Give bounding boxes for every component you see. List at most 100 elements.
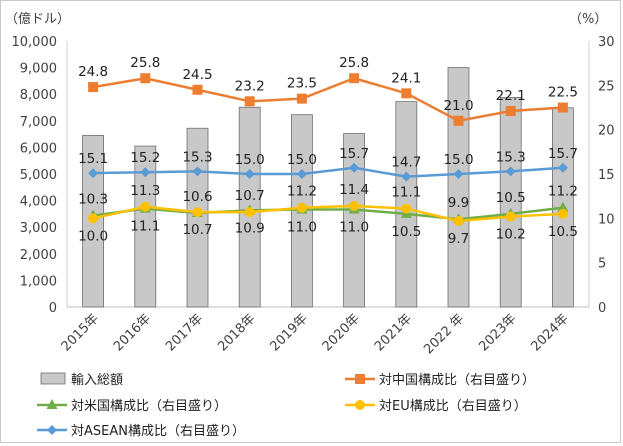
data-label: 10.7 <box>182 222 212 238</box>
series-point <box>192 166 203 177</box>
x-tick-label: 2023年 <box>476 311 519 354</box>
data-label: 15.7 <box>339 146 369 162</box>
series-line <box>92 204 563 223</box>
bar <box>134 145 157 308</box>
right-tick-label: 25 <box>598 79 615 94</box>
series-point <box>557 208 568 219</box>
right-tick-label: 0 <box>598 301 606 316</box>
legend-swatch-bars <box>40 372 66 385</box>
data-label: 11.3 <box>130 183 160 199</box>
left-tick-label: 4,000 <box>20 195 57 210</box>
series-point <box>453 215 464 226</box>
x-tick-label: 2018年 <box>215 311 258 354</box>
legend-label: 対中国構成比（右目盛り） <box>379 373 535 388</box>
data-labels: 24.8 25.8 24.5 23.2 23.5 25.8 24.1 21.0 22.1 22.5… <box>78 55 578 247</box>
series-point <box>505 166 516 177</box>
data-label: 10.7 <box>235 188 265 204</box>
legend-label: 対ASEAN構成比（右目盛り） <box>71 424 245 439</box>
data-label: 10.5 <box>391 224 421 240</box>
series-point <box>244 169 255 179</box>
data-label: 10.5 <box>548 224 578 240</box>
data-label: 11.2 <box>548 184 578 200</box>
left-tick-label: 8,000 <box>20 88 57 103</box>
series-point <box>88 82 99 93</box>
series-point <box>244 207 255 218</box>
data-label: 9.7 <box>448 231 469 247</box>
data-label: 15.2 <box>130 150 160 166</box>
legend-marker <box>355 374 365 384</box>
series-point <box>505 211 516 222</box>
right-tick-label: 20 <box>598 124 615 139</box>
series-point <box>296 93 307 104</box>
series-point <box>401 171 412 182</box>
series-point <box>140 201 151 212</box>
data-label: 24.8 <box>78 64 108 80</box>
data-label: 22.5 <box>548 85 578 101</box>
series-line <box>92 76 563 123</box>
data-label: 10.2 <box>496 227 526 243</box>
data-label: 15.3 <box>182 149 212 165</box>
series-point <box>349 162 360 173</box>
data-label: 10.6 <box>182 189 212 205</box>
data-label: 15.1 <box>78 151 108 167</box>
right-tick-label: 30 <box>598 35 615 50</box>
right-axis-unit: （%） <box>569 12 607 27</box>
left-tick-label: 2,000 <box>20 248 57 263</box>
data-label: 15.3 <box>496 149 526 165</box>
series-line <box>93 166 563 178</box>
x-tick-label: 2022 年 <box>421 311 467 357</box>
x-tick-label: 2024年 <box>529 311 572 354</box>
data-label: 22.1 <box>496 88 526 104</box>
data-label: 23.5 <box>287 76 317 92</box>
left-tick-label: 1,000 <box>20 274 57 289</box>
legend-marker <box>355 400 365 410</box>
data-label: 24.1 <box>391 70 421 86</box>
right-tick-label: 5 <box>598 257 606 272</box>
series-point <box>244 96 255 107</box>
left-axis-ticks: 0 1,000 2,000 3,000 4,000 5,000 6,000 7,000 8,00… <box>12 35 58 316</box>
left-tick-label: 9,000 <box>20 62 57 77</box>
data-label: 25.8 <box>339 55 369 71</box>
series-point <box>349 73 360 84</box>
data-label: 25.8 <box>130 55 160 71</box>
x-tick-label: 2017年 <box>163 311 206 354</box>
series-point <box>296 169 307 179</box>
x-tick-label: 2015年 <box>59 311 102 354</box>
series-point <box>453 169 464 179</box>
bar <box>186 127 209 308</box>
left-tick-label: 0 <box>49 301 57 316</box>
series-point <box>140 73 151 84</box>
series-point <box>296 202 307 213</box>
legend-label: 対EU構成比（右目盛り） <box>379 399 527 414</box>
data-label: 10.9 <box>235 220 265 236</box>
right-tick-label: 15 <box>598 168 615 183</box>
series-line <box>92 206 564 221</box>
data-label: 11.1 <box>130 219 160 235</box>
series-point <box>557 102 568 113</box>
data-label: 10.3 <box>78 192 108 208</box>
legend-marker <box>46 399 58 409</box>
series-point <box>192 207 203 218</box>
data-label: 15.0 <box>235 152 265 168</box>
data-label: 9.9 <box>448 195 469 211</box>
x-tick-label: 2020年 <box>320 311 363 354</box>
data-label: 15.7 <box>548 146 578 162</box>
series-lines <box>87 73 569 226</box>
left-tick-label: 3,000 <box>20 221 57 236</box>
left-tick-label: 10,000 <box>12 35 58 50</box>
legend: 輸入総額 対中国構成比（右目盛り） 対米国構成比（右目盛り） 対EU構成比（右目盛り）… <box>37 372 535 439</box>
legend-marker <box>47 425 57 435</box>
series-point <box>557 162 568 173</box>
data-label: 14.7 <box>391 155 421 171</box>
bar <box>499 96 522 308</box>
data-label: 10.5 <box>496 190 526 206</box>
data-label: 10.0 <box>78 228 108 244</box>
data-label: 11.0 <box>339 219 369 235</box>
series-point <box>88 168 99 179</box>
data-label: 15.0 <box>443 152 473 168</box>
left-tick-label: 6,000 <box>20 141 57 156</box>
series-point <box>88 213 99 224</box>
left-tick-label: 5,000 <box>20 168 57 183</box>
